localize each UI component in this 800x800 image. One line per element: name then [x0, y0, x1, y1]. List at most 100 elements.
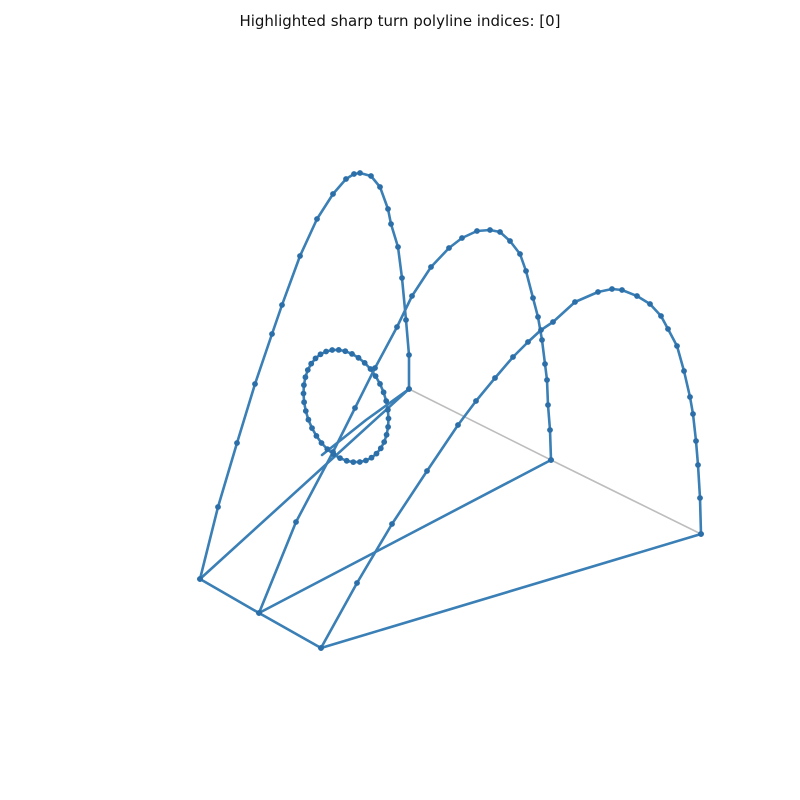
arch-point [215, 504, 221, 510]
loop-point [350, 459, 357, 465]
arch-point [542, 361, 548, 367]
loop-point [300, 390, 307, 397]
arch-point [385, 206, 391, 212]
hidden-edges [408, 388, 702, 535]
base-edge [257, 611, 323, 650]
arch-point [517, 251, 523, 257]
arch-point [428, 264, 434, 270]
loop-point [304, 367, 311, 373]
loop-point [323, 348, 329, 355]
loop-point [312, 355, 319, 362]
arch-point [695, 462, 701, 468]
arch-point [634, 293, 640, 299]
hidden-edge [408, 388, 552, 461]
arch-point [647, 301, 653, 307]
arch-point [318, 645, 324, 651]
loop-point [349, 351, 355, 357]
arch-point [548, 457, 554, 463]
base-edge [198, 577, 261, 615]
arch-point [197, 576, 203, 582]
arch-point [409, 293, 415, 299]
arch-point [539, 337, 545, 343]
loop-point [318, 440, 325, 446]
arch-point [394, 324, 400, 330]
loop-point [385, 406, 391, 413]
arch-point [525, 339, 531, 345]
loop-point [381, 439, 388, 445]
loop-point [313, 433, 320, 439]
loop-point [361, 360, 368, 366]
loop-point [330, 451, 337, 458]
arch-point [406, 386, 412, 392]
arch-point [544, 377, 550, 383]
arch-point [619, 287, 625, 293]
arch-point [535, 314, 541, 320]
arch-point [293, 519, 299, 525]
plot-title: Highlighted sharp turn polyline indices:… [239, 12, 561, 30]
arch-point [697, 495, 703, 501]
arch-point [351, 171, 357, 177]
arch-point [681, 368, 687, 374]
arch-point [279, 302, 285, 308]
loop-point [308, 360, 315, 367]
arch-point [354, 580, 360, 586]
arch-point [330, 191, 336, 197]
arch-point [674, 343, 680, 349]
arch-point [550, 319, 556, 325]
loop-point [385, 415, 392, 422]
arch-point [446, 245, 452, 251]
arch-point [530, 295, 536, 301]
arch-point [473, 398, 479, 404]
loop-point [372, 373, 379, 379]
polyline-markers [197, 170, 704, 651]
loop-point [377, 381, 383, 387]
loop-point [363, 457, 369, 464]
loop-point [329, 347, 336, 353]
arch-point [399, 275, 405, 281]
loop-point [383, 431, 390, 438]
loop-point [317, 351, 324, 358]
arch-point [609, 286, 615, 292]
arch-point [510, 354, 516, 360]
loop-point [356, 459, 363, 465]
arch-point [343, 176, 349, 182]
arch-point [252, 381, 258, 387]
arch-polyline [257, 228, 553, 615]
loop-point [301, 399, 307, 406]
hidden-edge [550, 459, 702, 535]
loop-point [335, 347, 342, 353]
loop-point [342, 348, 349, 355]
loop-point [367, 366, 374, 372]
arch-point [459, 235, 465, 241]
loop-point [302, 374, 309, 381]
arch-point [269, 331, 275, 337]
arch-point [297, 253, 303, 259]
arch-point [693, 438, 699, 444]
arch-point [389, 521, 395, 527]
arch-point [455, 422, 461, 428]
arch-point [665, 326, 671, 332]
arch-point [406, 352, 412, 358]
arch-point [377, 184, 383, 190]
arch-point [352, 405, 358, 411]
loop-point [380, 389, 387, 396]
loop-point [355, 354, 362, 361]
arch-point [234, 440, 240, 446]
arch-point [658, 313, 664, 319]
arch-point [538, 327, 544, 333]
arch-polyline [319, 287, 703, 650]
arch-point [424, 468, 430, 474]
arch-point [487, 227, 493, 233]
loop-point [337, 455, 343, 461]
loop-point [301, 382, 307, 388]
arch-point [497, 229, 503, 235]
arch-point [368, 173, 374, 179]
loop-point [385, 424, 391, 430]
loop-point [305, 416, 312, 423]
loop-point [309, 425, 315, 431]
arch-point [687, 394, 693, 400]
loop-point [377, 445, 384, 452]
loop-point [343, 457, 350, 464]
loop-point [383, 398, 390, 404]
arch-point [698, 531, 704, 537]
